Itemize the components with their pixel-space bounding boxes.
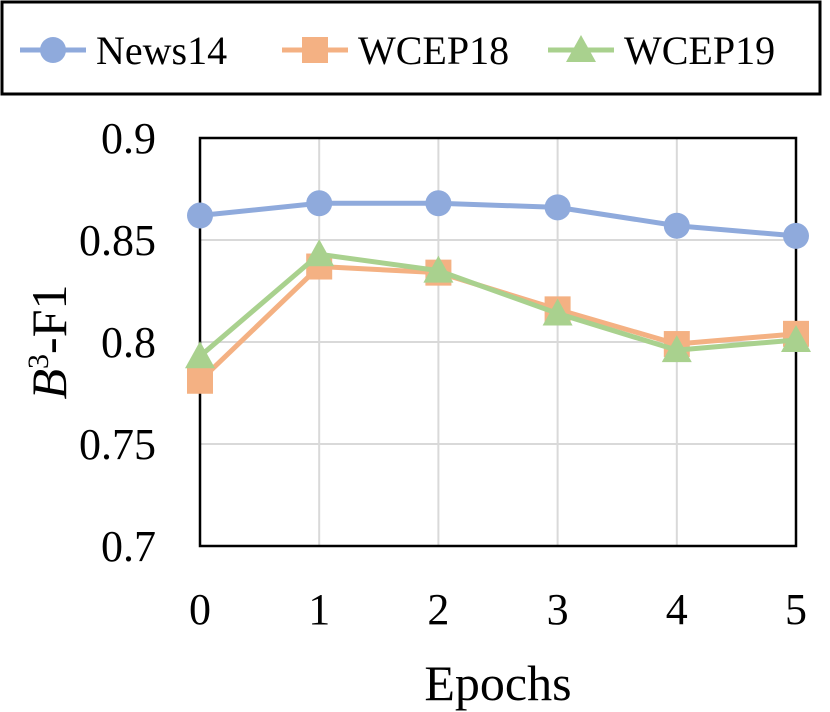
data-point-wcep19 <box>781 324 811 352</box>
y-axis-title-rest: -F1 <box>21 284 77 353</box>
series <box>185 190 811 394</box>
series-line-news14 <box>199 200 797 239</box>
series-line-wcep19 <box>198 251 797 359</box>
legend-box <box>0 0 822 96</box>
y-axis-ticks: 0.7 0.75 0.8 0.85 0.9 <box>79 114 156 571</box>
y-tick-label: 0.9 <box>101 114 156 163</box>
x-tick-label: 3 <box>547 585 569 634</box>
data-point-wcep19 <box>304 239 335 267</box>
legend-label-news14: News14 <box>96 28 227 73</box>
y-tick-label: 0.75 <box>79 420 156 469</box>
y-tick-label: 0.7 <box>101 522 156 571</box>
y-axis-title-var: B <box>21 369 77 400</box>
x-tick-label: 2 <box>427 585 449 634</box>
x-tick-label: 4 <box>666 585 688 634</box>
x-axis-ticks: 0 1 2 3 4 5 <box>189 585 807 634</box>
legend-item-wcep19: WCEP19 <box>548 28 775 73</box>
series-news14 <box>187 190 809 249</box>
data-point-wcep18 <box>187 367 213 394</box>
x-tick-label: 5 <box>785 585 807 634</box>
y-tick-label: 0.85 <box>79 216 156 265</box>
data-point-news14 <box>663 212 690 239</box>
legend: News14 WCEP18 WCEP19 <box>0 0 822 96</box>
legend-marker-wcep19 <box>566 35 596 62</box>
x-axis-title: Epochs <box>424 655 571 711</box>
y-axis-title: B3-F1 <box>21 284 77 399</box>
data-point-wcep19 <box>423 255 454 283</box>
series-wcep19 <box>185 239 811 369</box>
data-point-news14 <box>544 194 571 221</box>
data-point-news14 <box>425 190 452 217</box>
x-tick-label: 1 <box>308 585 330 634</box>
legend-marker-wcep18 <box>302 37 328 63</box>
y-tick-label: 0.8 <box>101 318 156 367</box>
legend-item-news14: News14 <box>20 28 227 73</box>
data-point-news14 <box>783 222 809 249</box>
series-line-wcep18 <box>198 264 797 383</box>
data-point-news14 <box>187 202 213 229</box>
series-wcep18 <box>187 253 809 394</box>
legend-label-wcep19: WCEP19 <box>624 28 775 73</box>
data-point-wcep19 <box>542 298 573 326</box>
data-point-wcep19 <box>661 335 692 363</box>
data-point-news14 <box>306 190 333 217</box>
legend-item-wcep18: WCEP18 <box>282 28 509 73</box>
y-axis-title-sup: 3 <box>22 354 55 369</box>
x-tick-label: 0 <box>189 585 211 634</box>
legend-label-wcep18: WCEP18 <box>358 28 509 73</box>
legend-marker-news14 <box>40 37 66 63</box>
data-point-wcep19 <box>185 341 215 369</box>
